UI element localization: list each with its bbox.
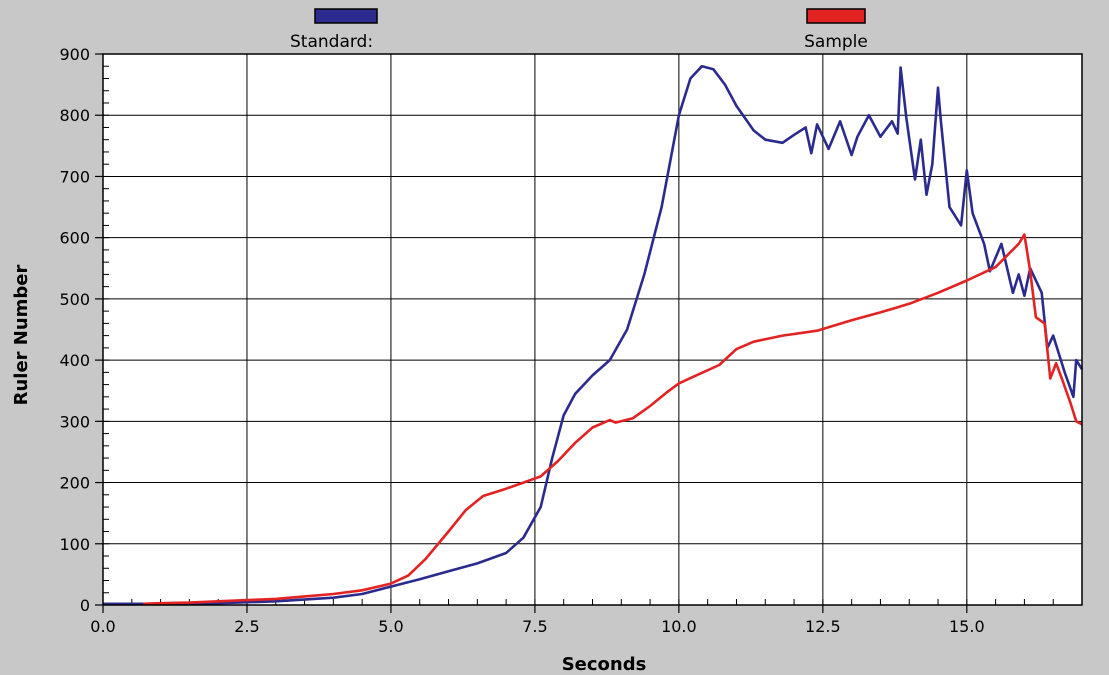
series-layer <box>103 64 1084 606</box>
x-tick-labels: 0.0 2.5 5.0 7.5 10.0 12.5 15.0 <box>90 617 984 636</box>
legend-swatch <box>806 8 866 24</box>
x-tick-label: 10.0 <box>661 617 697 636</box>
series-line-standard <box>103 64 1084 606</box>
legend: Standard: Sample <box>290 8 868 52</box>
y-tick-label: 900 <box>59 45 90 64</box>
y-tick-label: 100 <box>59 535 90 554</box>
x-tick-label: 2.5 <box>234 617 259 636</box>
y-axis-title: Ruler Number <box>11 264 32 405</box>
x-tick-label: 15.0 <box>949 617 985 636</box>
x-axis-title: Seconds <box>562 654 647 675</box>
y-tick-label: 800 <box>59 106 90 125</box>
y-tick-label: 700 <box>59 167 90 186</box>
x-tick-label: 5.0 <box>378 617 403 636</box>
legend-label: Standard: <box>290 32 373 52</box>
x-tick-label: 0.0 <box>90 617 115 636</box>
y-tick-label: 200 <box>59 474 90 493</box>
x-tick-label: 7.5 <box>522 617 547 636</box>
y-tick-label: 600 <box>59 229 90 248</box>
y-tick-label: 400 <box>59 351 90 370</box>
legend-label: Sample <box>804 32 868 52</box>
x-tick-label: 12.5 <box>805 617 841 636</box>
y-tick-labels: 0 100 200 300 400 500 600 700 800 900 <box>59 45 90 615</box>
y-tick-label: 300 <box>59 412 90 431</box>
legend-swatch <box>314 8 378 24</box>
y-tick-label: 0 <box>80 596 90 615</box>
plot-frame <box>102 53 1083 606</box>
y-tick-label: 500 <box>59 290 90 309</box>
series-line-sample <box>143 233 1083 606</box>
